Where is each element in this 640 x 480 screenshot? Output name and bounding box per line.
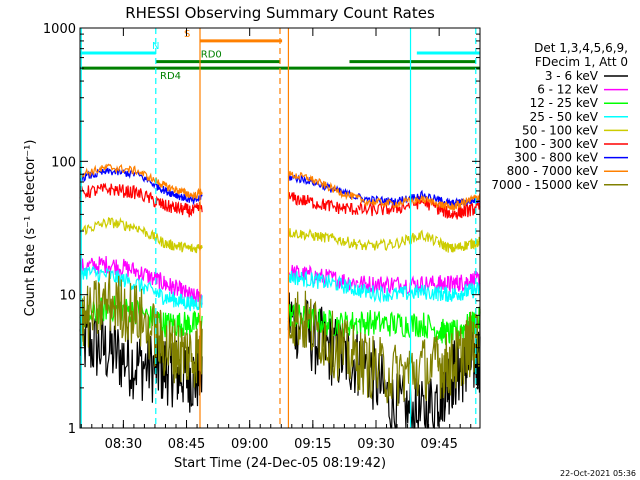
y-tick-label-1: 10 [59,289,76,304]
series-line-3-seg-0 [79,265,157,296]
series-line-3-seg-4 [437,281,481,302]
series-line-5-seg-0 [79,182,157,208]
legend-label-6: 300 - 800 keV [514,151,598,165]
series-line-1-seg-4 [437,270,481,293]
series-line-3-seg-2 [287,270,359,296]
flag-label-rd0: RD0 [201,50,222,61]
legend-header-line-1: Det 1,3,4,5,6,9, [534,41,628,55]
series-line-7-seg-4 [437,193,481,211]
series-line-1-seg-3 [357,275,439,295]
x-tick-label-0: 08:30 [105,437,142,452]
x-tick-label-2: 09:00 [231,437,268,452]
chart-title: RHESSI Observing Summary Count Rates [125,4,435,22]
series-line-8-seg-0 [79,271,157,368]
series-line-7-seg-3 [357,193,439,209]
legend-label-8: 7000 - 15000 keV [491,178,598,192]
series-line-7-seg-0 [79,163,157,184]
series-line-7-seg-2 [287,170,359,201]
x-tick-label-5: 09:45 [420,437,457,452]
x-tick-label-3: 09:15 [294,437,331,452]
y-axis-label: Count Rate (s⁻¹ detector⁻¹) [23,140,38,317]
legend-label-4: 50 - 100 keV [522,123,599,137]
series-line-2-seg-3 [357,310,439,342]
chart-vline-layer [80,28,477,428]
series-line-4-seg-4 [437,236,481,253]
series-line-4-seg-3 [357,229,439,251]
series-line-8-seg-1 [155,309,203,388]
legend-label-1: 6 - 12 keV [537,83,599,97]
flag-label-rd4: RD4 [160,71,181,82]
legend-label-2: 12 - 25 keV [530,96,599,110]
series-line-5-seg-2 [288,192,359,215]
series-line-3-seg-3 [357,283,439,304]
series-line-6-seg-1 [155,182,203,206]
legend-label-3: 25 - 50 keV [530,110,599,124]
chart-data-layer [79,163,481,429]
y-tick-label-2: 100 [51,155,76,170]
series-line-4-seg-1 [155,233,203,254]
series-line-8-seg-2 [287,290,359,392]
series-line-3-seg-1 [155,288,203,312]
chart-axes-layer: 08:30 08:45 09:00 09:15 09:30 09:45 1 10 100 1000 [43,22,480,452]
series-line-5-seg-1 [155,195,203,218]
x-tick-label-4: 09:30 [357,437,394,452]
legend-label-7: 800 - 7000 keV [507,164,599,178]
series-line-8-seg-3 [357,332,439,407]
series-line-4-seg-2 [287,228,359,250]
series-line-1-seg-0 [79,255,157,285]
y-tick-label-3: 1000 [43,22,76,37]
legend-label-0: 3 - 6 keV [545,69,599,83]
series-line-0-seg-0 [79,304,157,403]
series-line-4-seg-0 [79,216,157,241]
flag-label-s: S [184,29,190,40]
flag-label-n: N [152,41,159,52]
series-line-8-seg-4 [437,308,481,399]
x-tick-label-1: 08:45 [168,437,205,452]
generation-timestamp: 22-Oct-2021 05:36 [560,469,636,478]
plot-frame [79,27,481,429]
legend-label-5: 100 - 300 keV [514,137,598,151]
y-tick-label-0: 1 [68,422,76,437]
legend-header-line-2: FDecim 1, Att 0 [535,55,628,69]
series-line-1-seg-1 [155,272,203,306]
x-axis-label: Start Time (24-Dec-05 08:19:42) [174,456,386,471]
series-line-2-seg-2 [287,303,359,338]
series-line-7-seg-1 [155,177,203,200]
series-line-1-seg-2 [287,264,359,291]
